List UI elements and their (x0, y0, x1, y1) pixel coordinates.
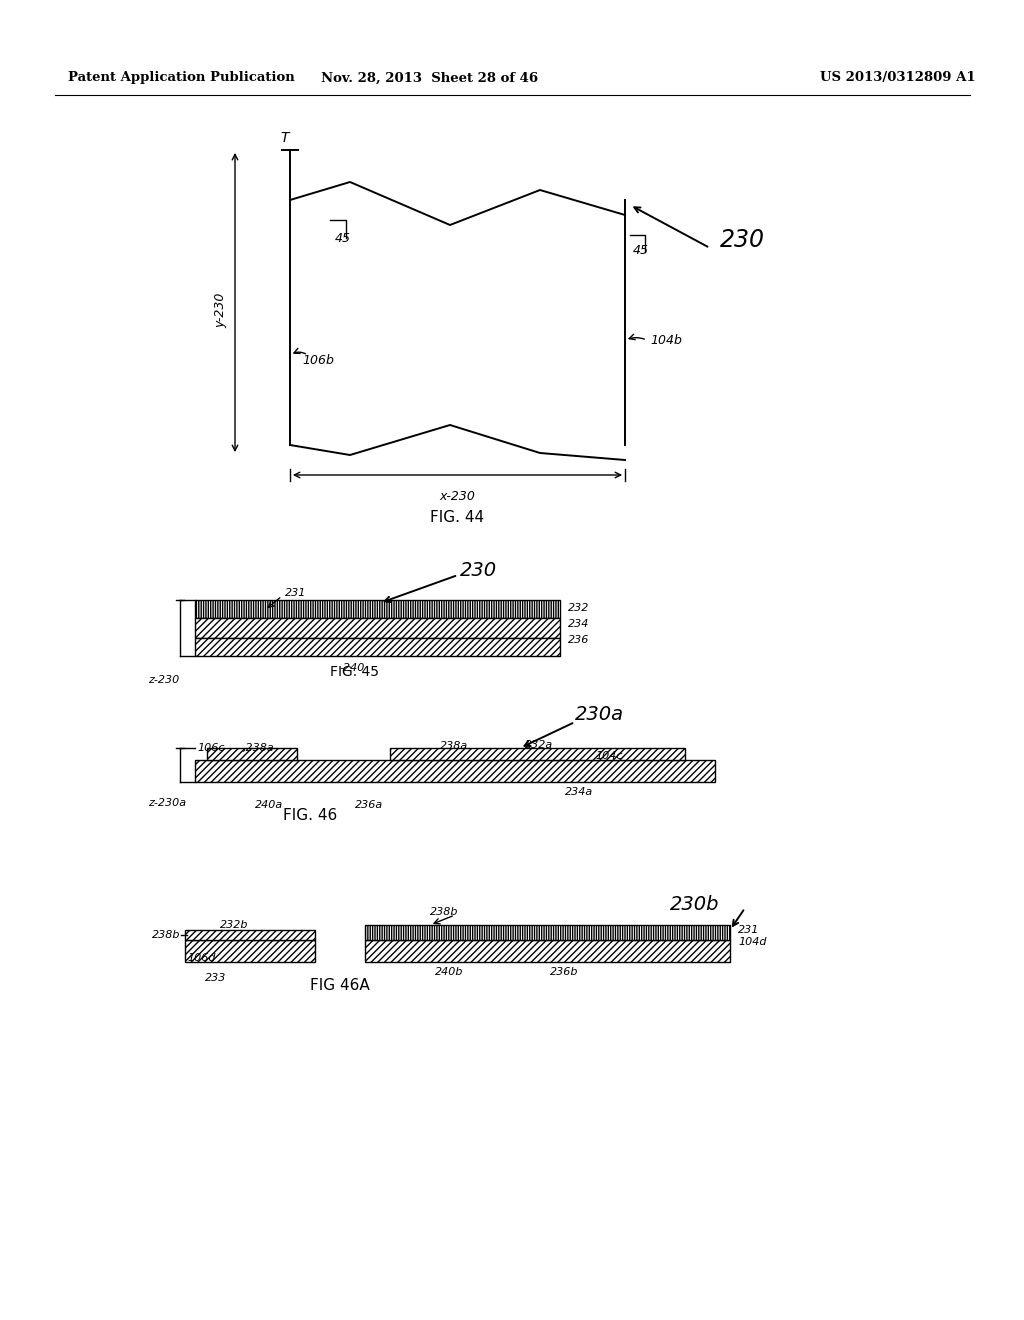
Bar (195, 618, 560, 638)
Bar (195, 638, 560, 656)
Text: y-230: y-230 (214, 292, 227, 327)
Text: 230: 230 (460, 561, 497, 579)
Text: 231: 231 (285, 587, 306, 598)
Text: 240b: 240b (435, 968, 464, 977)
Text: 45: 45 (633, 243, 649, 256)
Text: FIG. 44: FIG. 44 (430, 510, 484, 525)
Text: 238b: 238b (152, 931, 180, 940)
Text: 106d: 106d (187, 953, 215, 964)
Text: 106c: 106c (197, 743, 224, 752)
Text: 45: 45 (335, 231, 351, 244)
Text: z-230a: z-230a (148, 799, 186, 808)
Text: Patent Application Publication: Patent Application Publication (68, 71, 295, 84)
Text: FIG. 46: FIG. 46 (283, 808, 337, 822)
Text: 104c: 104c (595, 751, 623, 762)
Bar (185, 940, 315, 962)
Text: 238a: 238a (440, 741, 468, 751)
Text: 233: 233 (205, 973, 226, 983)
Text: 230: 230 (720, 228, 765, 252)
Text: 234: 234 (568, 619, 590, 630)
Text: 104d: 104d (738, 937, 767, 946)
Text: ,238a: ,238a (243, 743, 274, 752)
Text: Nov. 28, 2013  Sheet 28 of 46: Nov. 28, 2013 Sheet 28 of 46 (322, 71, 539, 84)
Text: US 2013/0312809 A1: US 2013/0312809 A1 (820, 71, 976, 84)
Bar (195, 601, 560, 618)
Text: 240a: 240a (255, 800, 284, 810)
Text: 236: 236 (568, 635, 590, 645)
Bar (390, 748, 685, 760)
Text: 232b: 232b (220, 920, 249, 931)
Text: 230b: 230b (670, 895, 720, 915)
Text: 234a: 234a (565, 787, 593, 797)
Text: FIG 46A: FIG 46A (310, 978, 370, 993)
Bar (365, 940, 730, 962)
Text: z-230: z-230 (148, 675, 179, 685)
Text: FIG. 45: FIG. 45 (330, 665, 379, 678)
Bar (185, 931, 315, 940)
Text: 104b: 104b (650, 334, 682, 346)
Text: 230a: 230a (575, 705, 624, 725)
Text: 238b: 238b (430, 907, 459, 917)
Bar (207, 748, 297, 760)
Text: 232a: 232a (525, 741, 553, 750)
Text: 106b: 106b (302, 354, 334, 367)
Text: -240: -240 (340, 663, 366, 673)
Text: 231: 231 (738, 925, 760, 935)
Text: 236b: 236b (550, 968, 579, 977)
Text: 232: 232 (568, 603, 590, 612)
Text: T: T (281, 131, 289, 145)
Bar (195, 760, 715, 781)
Bar (365, 925, 730, 940)
Text: x-230: x-230 (439, 490, 475, 503)
Text: 236a: 236a (355, 800, 383, 810)
